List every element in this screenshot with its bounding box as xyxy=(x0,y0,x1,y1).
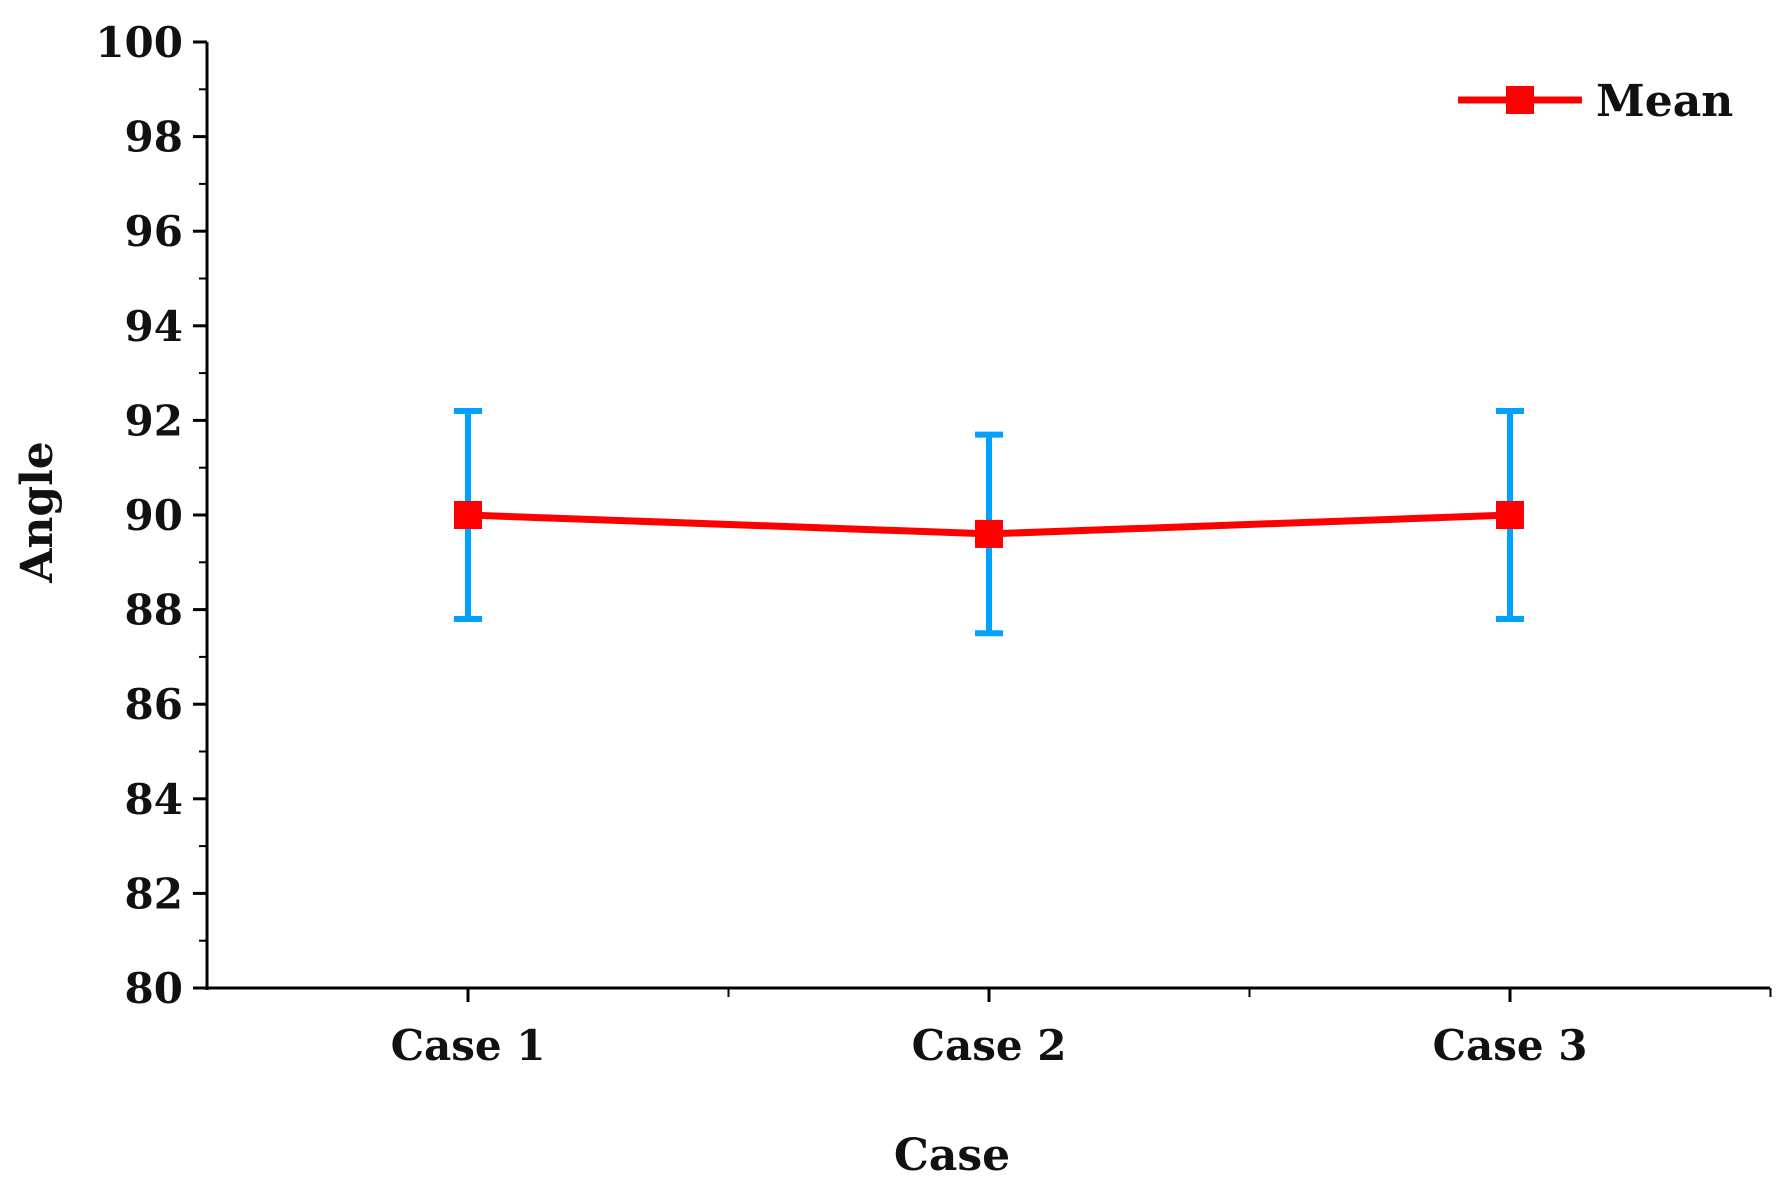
plot-area xyxy=(454,407,1524,637)
y-tick-label: 100 xyxy=(95,18,183,67)
y-tick-label: 80 xyxy=(125,964,183,1013)
y-tick-label: 94 xyxy=(125,302,183,351)
legend-label-mean: Mean xyxy=(1596,76,1733,127)
data-point-mean xyxy=(454,501,482,529)
y-tick-label: 96 xyxy=(125,207,183,256)
x-tick-label: Case 1 xyxy=(391,1021,546,1070)
x-tick-label: Case 3 xyxy=(1433,1021,1588,1070)
y-tick-label: 82 xyxy=(125,869,183,918)
y-axis-title: Angle xyxy=(12,441,63,584)
x-axis-title: Case xyxy=(894,1130,1010,1181)
y-tick-label: 98 xyxy=(125,113,183,162)
y-tick-label: 92 xyxy=(125,396,183,445)
legend: Mean xyxy=(1458,76,1733,127)
y-tick-label: 84 xyxy=(125,775,183,824)
y-axis-ticks: 80 82 84 86 88 90 92 94 96 98 100 xyxy=(95,18,207,1013)
x-tick-label: Case 2 xyxy=(912,1021,1067,1070)
y-tick-label: 90 xyxy=(125,491,183,540)
data-point-mean xyxy=(975,519,1003,548)
data-point-mean xyxy=(1496,501,1524,529)
y-tick-label: 86 xyxy=(125,680,183,729)
x-axis-ticks: Case 1 Case 2 Case 3 xyxy=(391,988,1772,1070)
legend-marker-mean xyxy=(1506,86,1534,114)
y-tick-label: 88 xyxy=(125,586,183,635)
